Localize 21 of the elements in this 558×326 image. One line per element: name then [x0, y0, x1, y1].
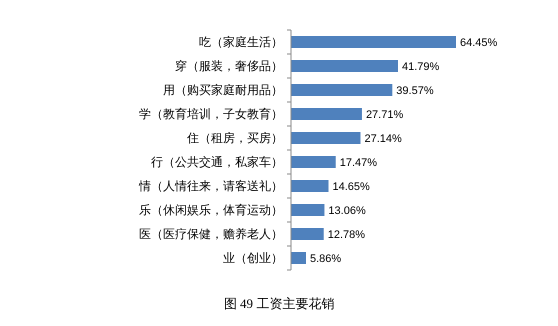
y-tick-label: 业（创业） [223, 251, 283, 265]
data-label: 13.06% [328, 205, 366, 217]
data-label: 17.47% [340, 157, 378, 169]
data-label: 5.86% [310, 253, 342, 265]
data-label: 27.14% [364, 133, 402, 145]
y-tick-label: 学（教育培训，子女教育） [139, 107, 283, 121]
y-tick-label: 穿（服装，奢侈品） [175, 59, 283, 73]
text: 图 49 工资主要花销 [224, 296, 334, 311]
data-label: 14.65% [332, 181, 370, 193]
y-tick-label: 行（公共交通，私家车） [151, 155, 283, 169]
data-label: 27.71% [366, 109, 404, 121]
y-tick-label: 住（租房，买房） [186, 131, 283, 145]
y-tick-label: 用（购买家庭耐用品） [163, 83, 283, 97]
y-tick-label: 情（人情往来，请客送礼） [138, 179, 283, 193]
y-tick-label: 乐（休闲娱乐，体育运动） [139, 203, 283, 217]
y-tick-label: 医（医疗保健，赡养老人） [139, 227, 283, 241]
data-label: 12.78% [328, 229, 366, 241]
data-label: 39.57% [396, 85, 434, 97]
data-label: 64.45% [460, 37, 498, 49]
data-label: 41.79% [402, 61, 440, 73]
y-tick-label: 吃（家庭生活） [199, 35, 283, 49]
